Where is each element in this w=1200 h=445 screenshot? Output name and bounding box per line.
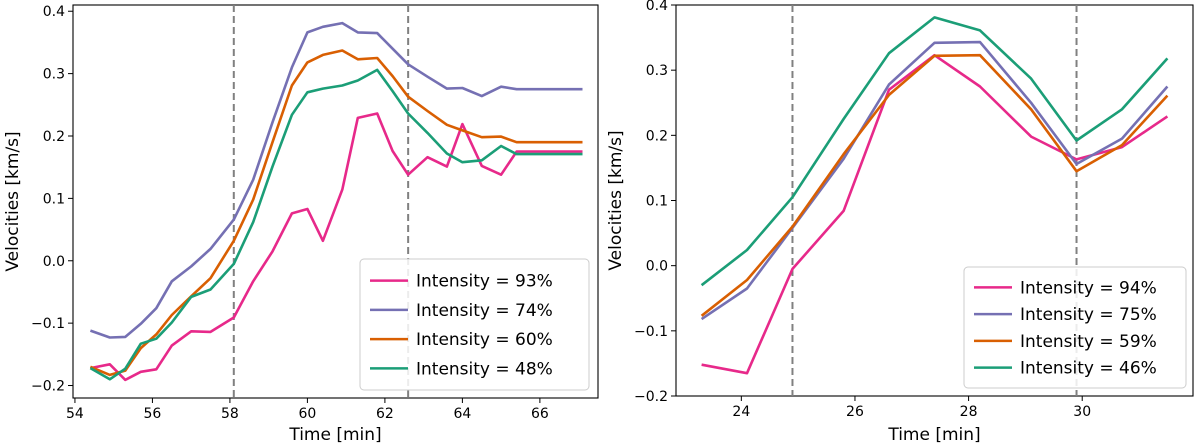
x-tick-label: 26: [846, 404, 864, 420]
legend-label: Intensity = 48%: [416, 359, 553, 379]
series-line-2: [89, 21, 583, 339]
series-line-4: [700, 16, 1169, 287]
series-line-4: [89, 68, 583, 381]
x-tick-label: 54: [66, 406, 84, 422]
y-tick-label: −0.2: [634, 389, 668, 405]
y-axis-label: Velocities [km/s]: [606, 130, 626, 270]
chart-panel-1: 54 56 58 60 62 64 66 −0.2 −0.1 0.0 0.1 0.2 0.3 0.4 Tim…: [3, 4, 599, 445]
x-tick-label: 60: [298, 406, 316, 422]
x-tick-label: 66: [531, 406, 549, 422]
x-tick-label: 30: [1073, 404, 1091, 420]
x-tick-label: 28: [960, 404, 978, 420]
chart-panel-2: 24 26 28 30 −0.2 −0.1 0.0 0.1 0.2 0.3 0.4 Time [min…: [606, 0, 1194, 445]
x-tick-label: 62: [376, 406, 394, 422]
legend-label: Intensity = 75%: [1020, 305, 1157, 325]
y-tick-label: 0.3: [43, 67, 65, 83]
y-tick-label: 0.0: [43, 254, 65, 270]
x-axis-label: Time [min]: [288, 425, 381, 445]
legend-label: Intensity = 59%: [1020, 332, 1157, 352]
legend-label: Intensity = 94%: [1020, 278, 1157, 298]
x-tick-label: 58: [221, 406, 239, 422]
y-tick-label: 0.4: [646, 0, 668, 14]
legend-label: Intensity = 46%: [1020, 359, 1157, 379]
legend-box: [359, 258, 590, 391]
legend-label: Intensity = 74%: [416, 301, 553, 321]
series-line-1: [90, 112, 583, 382]
legend-label: Intensity = 60%: [416, 330, 553, 350]
y-tick-label: 0.0: [646, 259, 668, 275]
y-tick-label: 0.4: [43, 4, 65, 20]
y-tick-label: −0.1: [31, 316, 65, 332]
x-tick-label: 56: [144, 406, 162, 422]
legend-box: [963, 266, 1187, 389]
y-tick-label: 0.1: [43, 191, 65, 207]
y-tick-label: −0.1: [634, 324, 668, 340]
y-tick-label: 0.3: [646, 63, 668, 79]
plot-frame: [72, 4, 599, 399]
y-axis-label: Velocities [km/s]: [3, 131, 23, 271]
legend-label: Intensity = 93%: [416, 272, 553, 292]
series-line-2: [700, 40, 1169, 321]
y-tick-label: 0.2: [43, 129, 65, 145]
series-line-3: [700, 53, 1169, 317]
x-tick-label: 64: [453, 406, 471, 422]
y-tick-label: −0.2: [31, 379, 65, 395]
x-axis-label: Time [min]: [887, 425, 980, 445]
y-tick-label: 0.2: [646, 128, 668, 144]
series-line-3: [89, 49, 583, 377]
y-tick-label: 0.1: [646, 194, 668, 210]
x-tick-label: 24: [732, 404, 750, 420]
